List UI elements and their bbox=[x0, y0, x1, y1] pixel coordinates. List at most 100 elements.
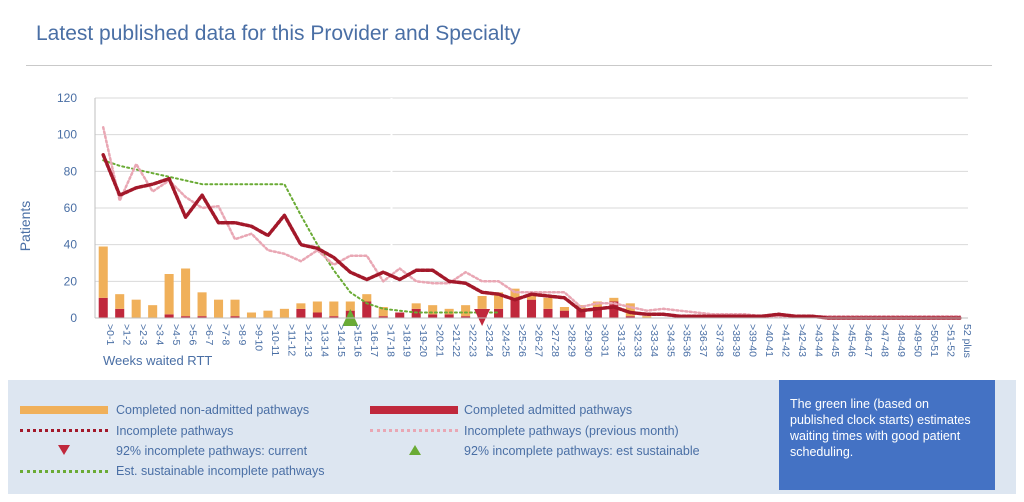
bar-non-admitted bbox=[329, 301, 339, 317]
bar-non-admitted bbox=[428, 305, 438, 315]
legend-label-admitted: Completed admitted pathways bbox=[464, 403, 633, 417]
y-tick-label: 100 bbox=[57, 128, 77, 142]
x-tick-label: >36-37 bbox=[697, 324, 709, 357]
bar-admitted bbox=[164, 314, 174, 318]
x-tick-label: >8-9 bbox=[236, 324, 248, 345]
x-tick-label: >13-14 bbox=[318, 324, 330, 357]
bar-admitted bbox=[197, 316, 207, 318]
x-tick-label: >6-7 bbox=[203, 324, 215, 345]
x-tick-label: >0-1 bbox=[104, 324, 116, 345]
triangle-down-icon bbox=[58, 445, 70, 455]
x-tick-label: >4-5 bbox=[170, 324, 182, 345]
x-tick-label: >28-29 bbox=[565, 324, 577, 357]
bar-admitted bbox=[362, 301, 372, 318]
info-note: The green line (based on published clock… bbox=[779, 380, 995, 490]
x-tick-label: >33-34 bbox=[648, 324, 660, 357]
bar-non-admitted bbox=[609, 297, 619, 302]
bar-non-admitted bbox=[279, 308, 289, 318]
legend-label-marker-sustainable: 92% incomplete pathways: est sustainable bbox=[464, 444, 700, 458]
bar-non-admitted bbox=[444, 308, 454, 315]
x-tick-label: >5-6 bbox=[187, 324, 199, 345]
x-tick-label: >27-28 bbox=[549, 324, 561, 357]
x-tick-label: >40-41 bbox=[763, 324, 775, 357]
bar-non-admitted bbox=[312, 301, 322, 313]
bar-non-admitted bbox=[296, 303, 306, 309]
bar-non-admitted bbox=[378, 307, 388, 317]
x-tick-label: >46-47 bbox=[862, 324, 874, 357]
bar-admitted bbox=[609, 301, 619, 318]
bar-admitted bbox=[395, 312, 405, 318]
x-tick-label: >44-45 bbox=[829, 324, 841, 357]
x-tick-label: >37-38 bbox=[714, 324, 726, 357]
x-tick-label: >7-8 bbox=[220, 324, 232, 345]
legend-swatch-incomplete-prev bbox=[370, 429, 458, 432]
y-tick-label: 0 bbox=[70, 311, 77, 325]
axes: 0 20 40 60 80 100 120 >0-1 >1-2 >2-3 >3-4 >4-5 >5-6 >… bbox=[57, 91, 973, 358]
bar-non-admitted bbox=[543, 297, 553, 309]
bar-non-admitted bbox=[230, 299, 240, 317]
legend-swatch-non-admitted bbox=[20, 406, 108, 414]
x-tick-label: >23-24 bbox=[483, 324, 495, 357]
bar-non-admitted bbox=[477, 296, 487, 309]
legend-label-incomplete: Incomplete pathways bbox=[116, 424, 234, 438]
bar-non-admitted bbox=[461, 305, 471, 317]
x-tick-label: >24-25 bbox=[500, 324, 512, 357]
bar-non-admitted bbox=[625, 303, 635, 317]
bar-non-admitted bbox=[115, 294, 125, 309]
bar-admitted bbox=[494, 308, 504, 318]
x-tick-label: >9-10 bbox=[252, 324, 264, 351]
x-tick-label: >26-27 bbox=[533, 324, 545, 357]
x-tick-label: >19-20 bbox=[417, 324, 429, 357]
bar-admitted bbox=[543, 308, 553, 318]
x-tick-label: >1-2 bbox=[121, 324, 133, 345]
title-divider bbox=[26, 65, 992, 66]
bar-non-admitted bbox=[263, 310, 273, 318]
x-tick-label: >32-33 bbox=[631, 324, 643, 357]
x-tick-label: >3-4 bbox=[154, 324, 166, 345]
bar-non-admitted bbox=[214, 299, 224, 318]
bar-non-admitted bbox=[246, 312, 257, 318]
x-tick-label: >17-18 bbox=[384, 324, 396, 357]
bar-non-admitted bbox=[362, 294, 372, 302]
bar-admitted bbox=[559, 310, 569, 318]
x-tick-label: >43-44 bbox=[813, 324, 825, 357]
x-tick-label: >47-48 bbox=[878, 324, 890, 357]
grid-lines bbox=[95, 97, 968, 318]
bar-non-admitted bbox=[510, 288, 520, 298]
bar-admitted bbox=[296, 308, 306, 318]
bar-admitted bbox=[461, 316, 471, 318]
x-tick-label: >38-39 bbox=[730, 324, 742, 357]
bar-non-admitted bbox=[131, 299, 141, 318]
legend-label-incomplete-prev: Incomplete pathways (previous month) bbox=[464, 424, 679, 438]
x-tick-label: >42-43 bbox=[796, 324, 808, 357]
bar-admitted bbox=[181, 316, 191, 318]
x-tick-label: >51-52 bbox=[944, 324, 956, 357]
x-tick-label: >31-32 bbox=[615, 324, 627, 357]
bar-non-admitted bbox=[559, 307, 569, 311]
x-tick-label: >35-36 bbox=[681, 324, 693, 357]
bar-non-admitted bbox=[98, 246, 108, 298]
x-tick-label: >11-12 bbox=[285, 324, 297, 356]
bar-admitted bbox=[576, 308, 586, 318]
y-axis-label: Patients bbox=[17, 201, 33, 252]
x-tick-label: >16-17 bbox=[368, 324, 380, 357]
bar-admitted bbox=[592, 307, 602, 318]
x-tick-label: >14-15 bbox=[335, 324, 347, 357]
bar-non-admitted bbox=[642, 316, 652, 318]
line-series bbox=[101, 126, 962, 320]
bar-non-admitted bbox=[411, 303, 421, 309]
bar-non-admitted bbox=[197, 292, 207, 317]
legend-swatch-sustainable bbox=[20, 470, 108, 473]
x-tick-label: >45-46 bbox=[845, 324, 857, 357]
bar-non-admitted bbox=[148, 305, 158, 318]
bar-admitted bbox=[98, 297, 108, 318]
bar-non-admitted bbox=[345, 301, 355, 311]
bar-admitted bbox=[510, 297, 520, 318]
bar-non-admitted bbox=[494, 292, 504, 309]
y-tick-label: 60 bbox=[64, 201, 78, 215]
x-tick-label: >21-22 bbox=[450, 324, 462, 357]
bar-non-admitted bbox=[526, 294, 537, 300]
x-tick-label: >18-19 bbox=[401, 324, 413, 357]
bar-admitted bbox=[329, 316, 339, 318]
triangle-up-icon bbox=[409, 445, 421, 455]
